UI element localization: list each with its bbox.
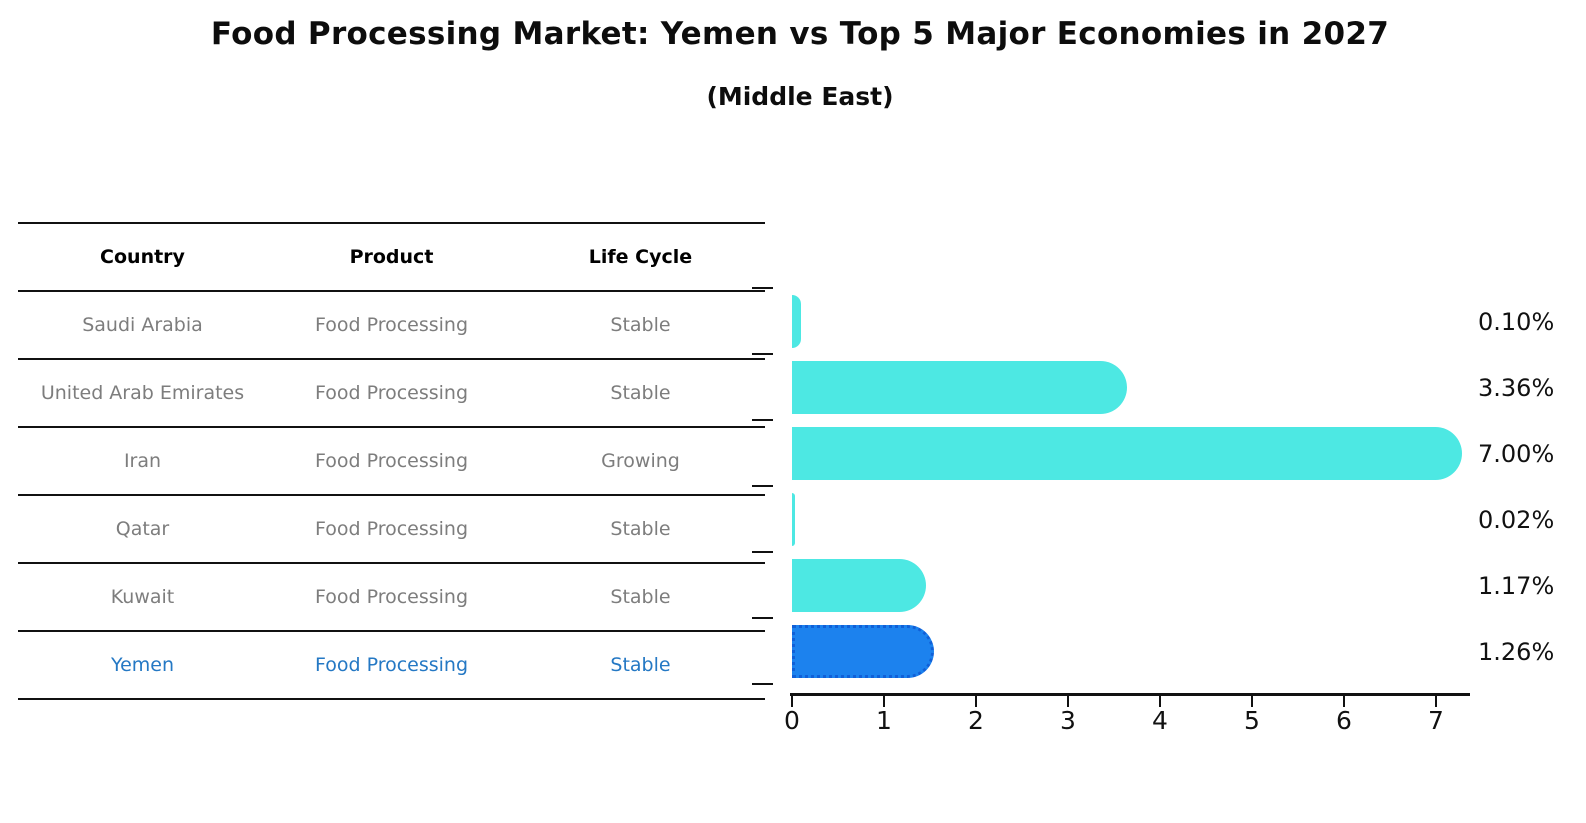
bar-highlight-yemen — [792, 625, 934, 678]
bar-saudi-arabia — [792, 295, 802, 348]
x-axis-tick-label: 1 — [876, 706, 892, 735]
value-label: 7.00% — [1478, 440, 1555, 468]
x-axis-tick — [883, 696, 885, 707]
country-table: Country Product Life Cycle Saudi Arabia F… — [18, 222, 765, 700]
chart-subtitle: (Middle East) — [706, 82, 894, 111]
table-cell-product: Food Processing — [314, 450, 469, 472]
value-label: 0.02% — [1478, 506, 1555, 534]
table-cell-country: Iran — [123, 450, 162, 472]
y-axis-tick — [752, 287, 773, 289]
x-axis-tick — [1067, 696, 1069, 707]
table-row: Kuwait Food Processing Stable — [18, 564, 765, 632]
x-axis-tick — [791, 696, 793, 707]
x-axis-line — [790, 693, 1470, 696]
table-cell-life-cycle: Stable — [610, 382, 671, 404]
table-cell-product: Food Processing — [314, 382, 469, 404]
x-axis-tick — [1251, 696, 1253, 707]
x-axis-tick — [975, 696, 977, 707]
y-axis-tick — [752, 353, 773, 355]
column-header-country: Country — [100, 246, 185, 268]
table-cell-life-cycle: Growing — [601, 450, 680, 472]
table-cell-country: Saudi Arabia — [82, 314, 203, 336]
y-axis-tick — [752, 683, 773, 685]
value-label: 0.10% — [1478, 308, 1555, 336]
table-cell-country: Yemen — [110, 654, 174, 676]
column-header-product: Product — [349, 246, 434, 268]
table-row: Saudi Arabia Food Processing Stable — [18, 292, 765, 360]
bar-kuwait — [792, 559, 926, 612]
table-cell-life-cycle: Stable — [610, 518, 671, 540]
y-axis-tick — [752, 617, 773, 619]
y-axis-tick — [752, 551, 773, 553]
bar-united-arab-emirates — [792, 361, 1128, 414]
x-axis-tick-label: 4 — [1152, 706, 1168, 735]
table-cell-life-cycle: Stable — [610, 314, 671, 336]
column-header-lifecycle: Life Cycle — [588, 246, 693, 268]
x-axis-tick — [1159, 696, 1161, 707]
x-axis-tick-label: 3 — [1060, 706, 1076, 735]
x-axis-tick-label: 2 — [968, 706, 984, 735]
table-cell-life-cycle: Stable — [610, 586, 671, 608]
value-label: 1.17% — [1478, 572, 1555, 600]
x-axis-tick — [1343, 696, 1345, 707]
y-axis-tick — [752, 419, 773, 421]
value-label: 3.36% — [1478, 374, 1555, 402]
table-row: Iran Food Processing Growing — [18, 428, 765, 496]
table-cell-country: United Arab Emirates — [40, 382, 245, 404]
bar-qatar — [792, 493, 795, 546]
table-row: Qatar Food Processing Stable — [18, 496, 765, 564]
table-cell-product: Food Processing — [314, 518, 469, 540]
bar-iran — [792, 427, 1462, 480]
y-axis-tick — [752, 485, 773, 487]
x-axis-tick-label: 6 — [1336, 706, 1352, 735]
table-cell-product: Food Processing — [314, 314, 469, 336]
table-cell-life-cycle: Stable — [610, 654, 671, 676]
table-cell-product: Food Processing — [314, 586, 469, 608]
x-axis-tick-label: 7 — [1428, 706, 1444, 735]
table-cell-country: Kuwait — [110, 586, 175, 608]
x-axis-tick-label: 5 — [1244, 706, 1260, 735]
x-axis-tick-label: 0 — [784, 706, 800, 735]
table-header-row: Country Product Life Cycle — [18, 222, 765, 292]
value-label: 1.26% — [1478, 638, 1555, 666]
x-axis-tick — [1435, 696, 1437, 707]
table-row: United Arab Emirates Food Processing Stabl… — [18, 360, 765, 428]
table-cell-product: Food Processing — [314, 654, 469, 676]
chart-title: Food Processing Market: Yemen vs Top 5 M… — [210, 16, 1390, 52]
table-row: Yemen Food Processing Stable — [18, 632, 765, 700]
table-cell-country: Qatar — [115, 518, 170, 540]
